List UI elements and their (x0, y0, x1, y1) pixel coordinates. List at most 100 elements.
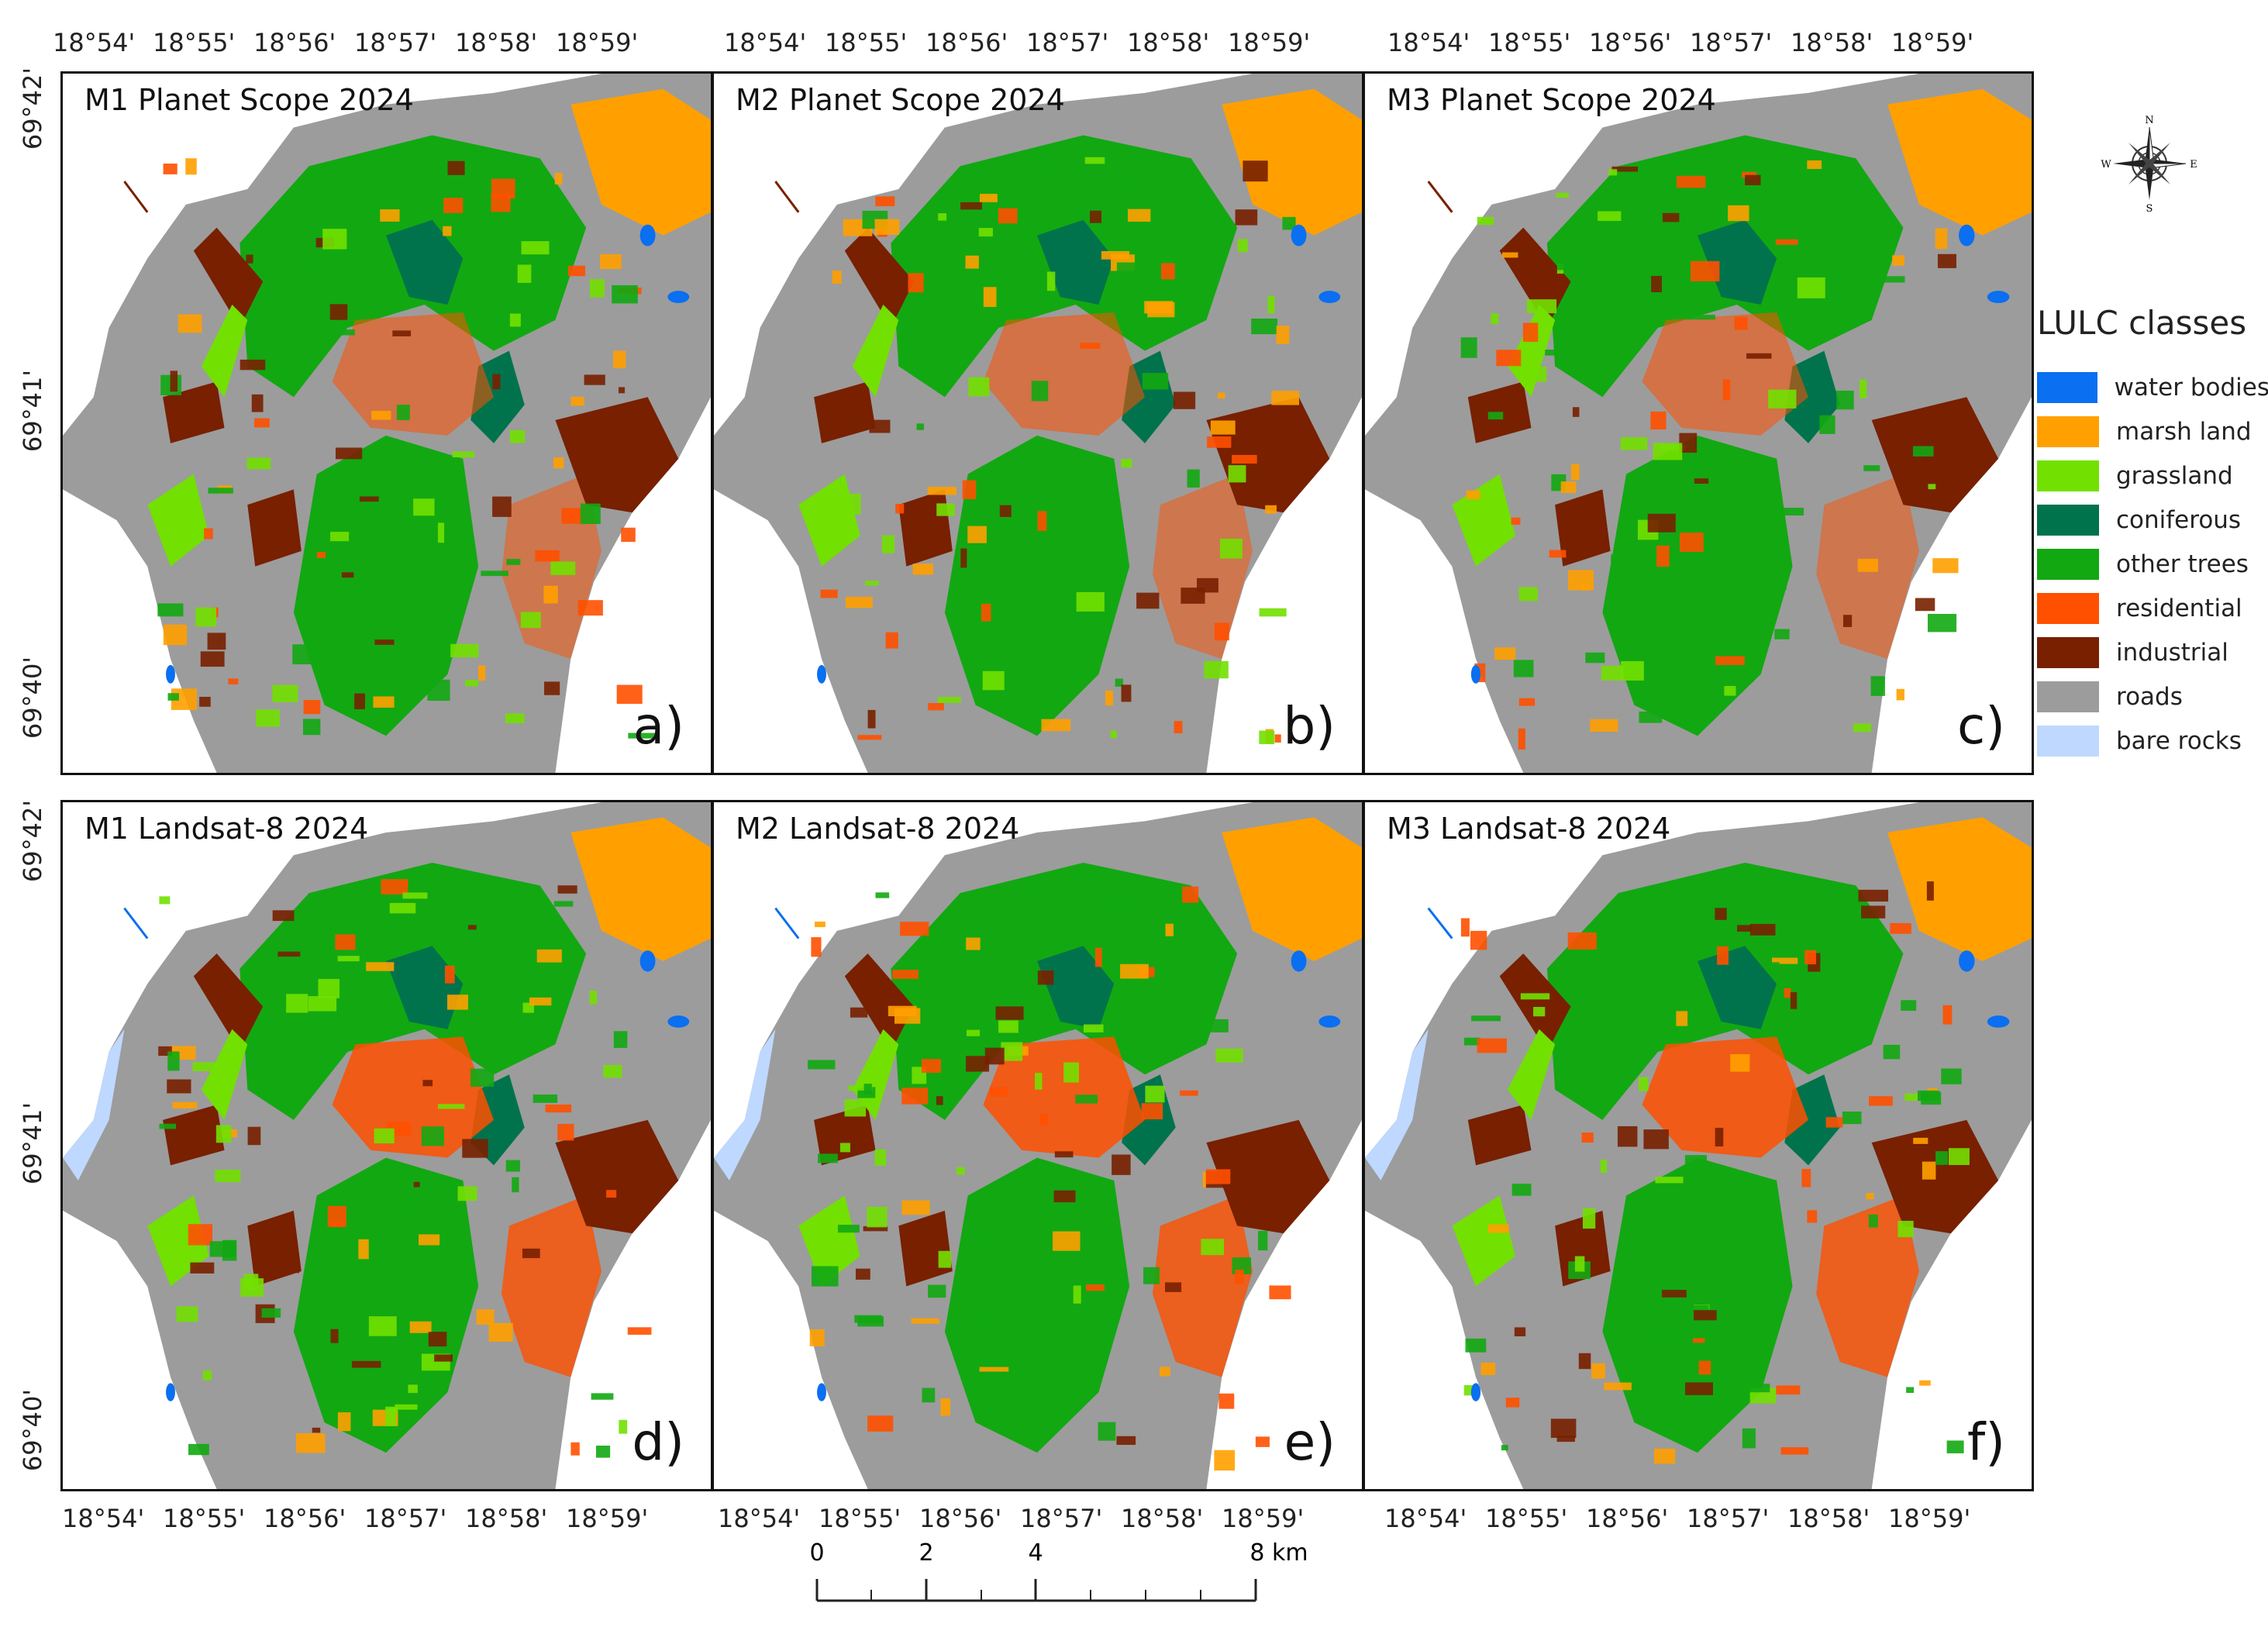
landcover-patch (1906, 1387, 1915, 1393)
residential-area (332, 1036, 495, 1158)
landcover-patch (545, 1105, 572, 1113)
lon-label: 18°57' (1020, 1504, 1103, 1533)
pier-line (123, 181, 149, 213)
landcover-patch (240, 359, 266, 371)
landcover-patch (982, 670, 1005, 691)
landcover-patch (246, 254, 253, 264)
landcover-patch (978, 228, 993, 237)
landcover-patch (1853, 723, 1871, 732)
landcover-patch (867, 709, 876, 729)
landcover-patch (561, 508, 581, 524)
landcover-patch (966, 937, 981, 950)
landcover-patch (492, 496, 512, 517)
landcover-patch (1165, 1282, 1182, 1292)
landcover-patch (1779, 569, 1787, 590)
landcover-patch (839, 1143, 850, 1153)
landcover-patch (1550, 1418, 1577, 1438)
landcover-patch (1053, 1190, 1076, 1203)
lon-label: 18°54' (724, 28, 807, 57)
lon-label: 18°57' (364, 1504, 447, 1533)
landcover-patch (167, 1051, 180, 1071)
industrial-area (1871, 397, 1999, 513)
compass-s: S (2146, 203, 2153, 214)
landcover-patch (1501, 1445, 1508, 1451)
landcover-patch (188, 1224, 213, 1246)
landcover-patch (1144, 301, 1174, 314)
landcover-patch (1572, 407, 1580, 417)
landcover-patch (178, 314, 202, 333)
landcover-patch (874, 1149, 887, 1166)
water-body (166, 664, 175, 684)
landcover-patch (811, 937, 822, 957)
map-panel-f: M3 Landsat-8 2024 f) (1363, 800, 2034, 1491)
landcover-patch (1116, 262, 1146, 274)
industrial-area (814, 381, 876, 443)
lon-label: 18°59' (1222, 1504, 1305, 1533)
landcover-patch (1460, 337, 1477, 358)
landcover-patch (1730, 1053, 1750, 1072)
landcover-patch (1513, 660, 1534, 677)
landcover-patch (395, 1404, 418, 1410)
scale-tick-label: 0 (809, 1539, 824, 1567)
landcover-patch (603, 1064, 622, 1078)
landcover-patch (1076, 591, 1105, 612)
lon-label: 18°56' (253, 28, 336, 57)
landcover-patch (159, 1123, 177, 1129)
landcover-patch (867, 1206, 888, 1228)
landcover-patch (434, 1354, 453, 1362)
landcover-patch (380, 209, 400, 222)
landcover-patch (928, 1284, 946, 1298)
landcover-patch (968, 377, 990, 397)
landcover-patch (1269, 1285, 1291, 1300)
marsh-land-area (1222, 88, 1362, 236)
landcover-patch (312, 1427, 321, 1433)
landcover-patch (1737, 925, 1752, 932)
landcover-patch (557, 1123, 574, 1141)
landcover-patch (337, 1412, 351, 1432)
landcover-patch (937, 697, 961, 703)
landcover-patch (1819, 415, 1835, 434)
lon-label: 18°58' (465, 1504, 548, 1533)
coniferous-area (386, 946, 464, 1029)
legend-item-marsh-land: marsh land (2037, 409, 2268, 453)
landcover-patch (591, 1393, 614, 1400)
landcover-patch (337, 956, 360, 962)
landcover-patch (916, 423, 924, 430)
landcover-patch (172, 1101, 198, 1109)
lon-label: 18°56' (925, 28, 1008, 57)
water-body (1987, 291, 2010, 304)
landcover-patch (1259, 730, 1275, 745)
landcover-patch (869, 419, 891, 433)
landcover-patch (1143, 1267, 1160, 1284)
landcover-patch (1556, 1436, 1575, 1443)
landcover-patch (1041, 719, 1071, 732)
landcover-patch (509, 430, 526, 443)
landcover-patch (394, 1197, 414, 1210)
landcover-patch (1204, 660, 1229, 679)
landcover-patch (1742, 171, 1757, 178)
landcover-patch (595, 1445, 611, 1458)
landcover-patch (1861, 1012, 1880, 1018)
landcover-patch (1460, 918, 1470, 937)
landcover-patch (544, 681, 560, 695)
landcover-patch (600, 253, 622, 270)
landcover-patch (1797, 277, 1825, 298)
landcover-patch (606, 1190, 617, 1198)
landcover-patch (1181, 588, 1205, 604)
landcover-patch (450, 643, 479, 658)
landcover-patch (908, 273, 924, 293)
landcover-patch (437, 1104, 465, 1109)
landcover-patch (1518, 728, 1525, 750)
landcover-patch (1217, 392, 1225, 399)
landcover-patch (200, 651, 225, 667)
landcover-patch (330, 1329, 339, 1343)
marsh-land-area (1887, 88, 2032, 236)
landcover-patch (1861, 905, 1886, 919)
landcover-patch (979, 1367, 1009, 1372)
compass-rose-icon: N S E W (2101, 115, 2197, 214)
landcover-patch (1034, 157, 1053, 175)
landcover-patch (292, 644, 321, 665)
landcover-patch (326, 329, 355, 336)
landcover-patch (589, 279, 605, 298)
landcover-patch (912, 564, 933, 575)
